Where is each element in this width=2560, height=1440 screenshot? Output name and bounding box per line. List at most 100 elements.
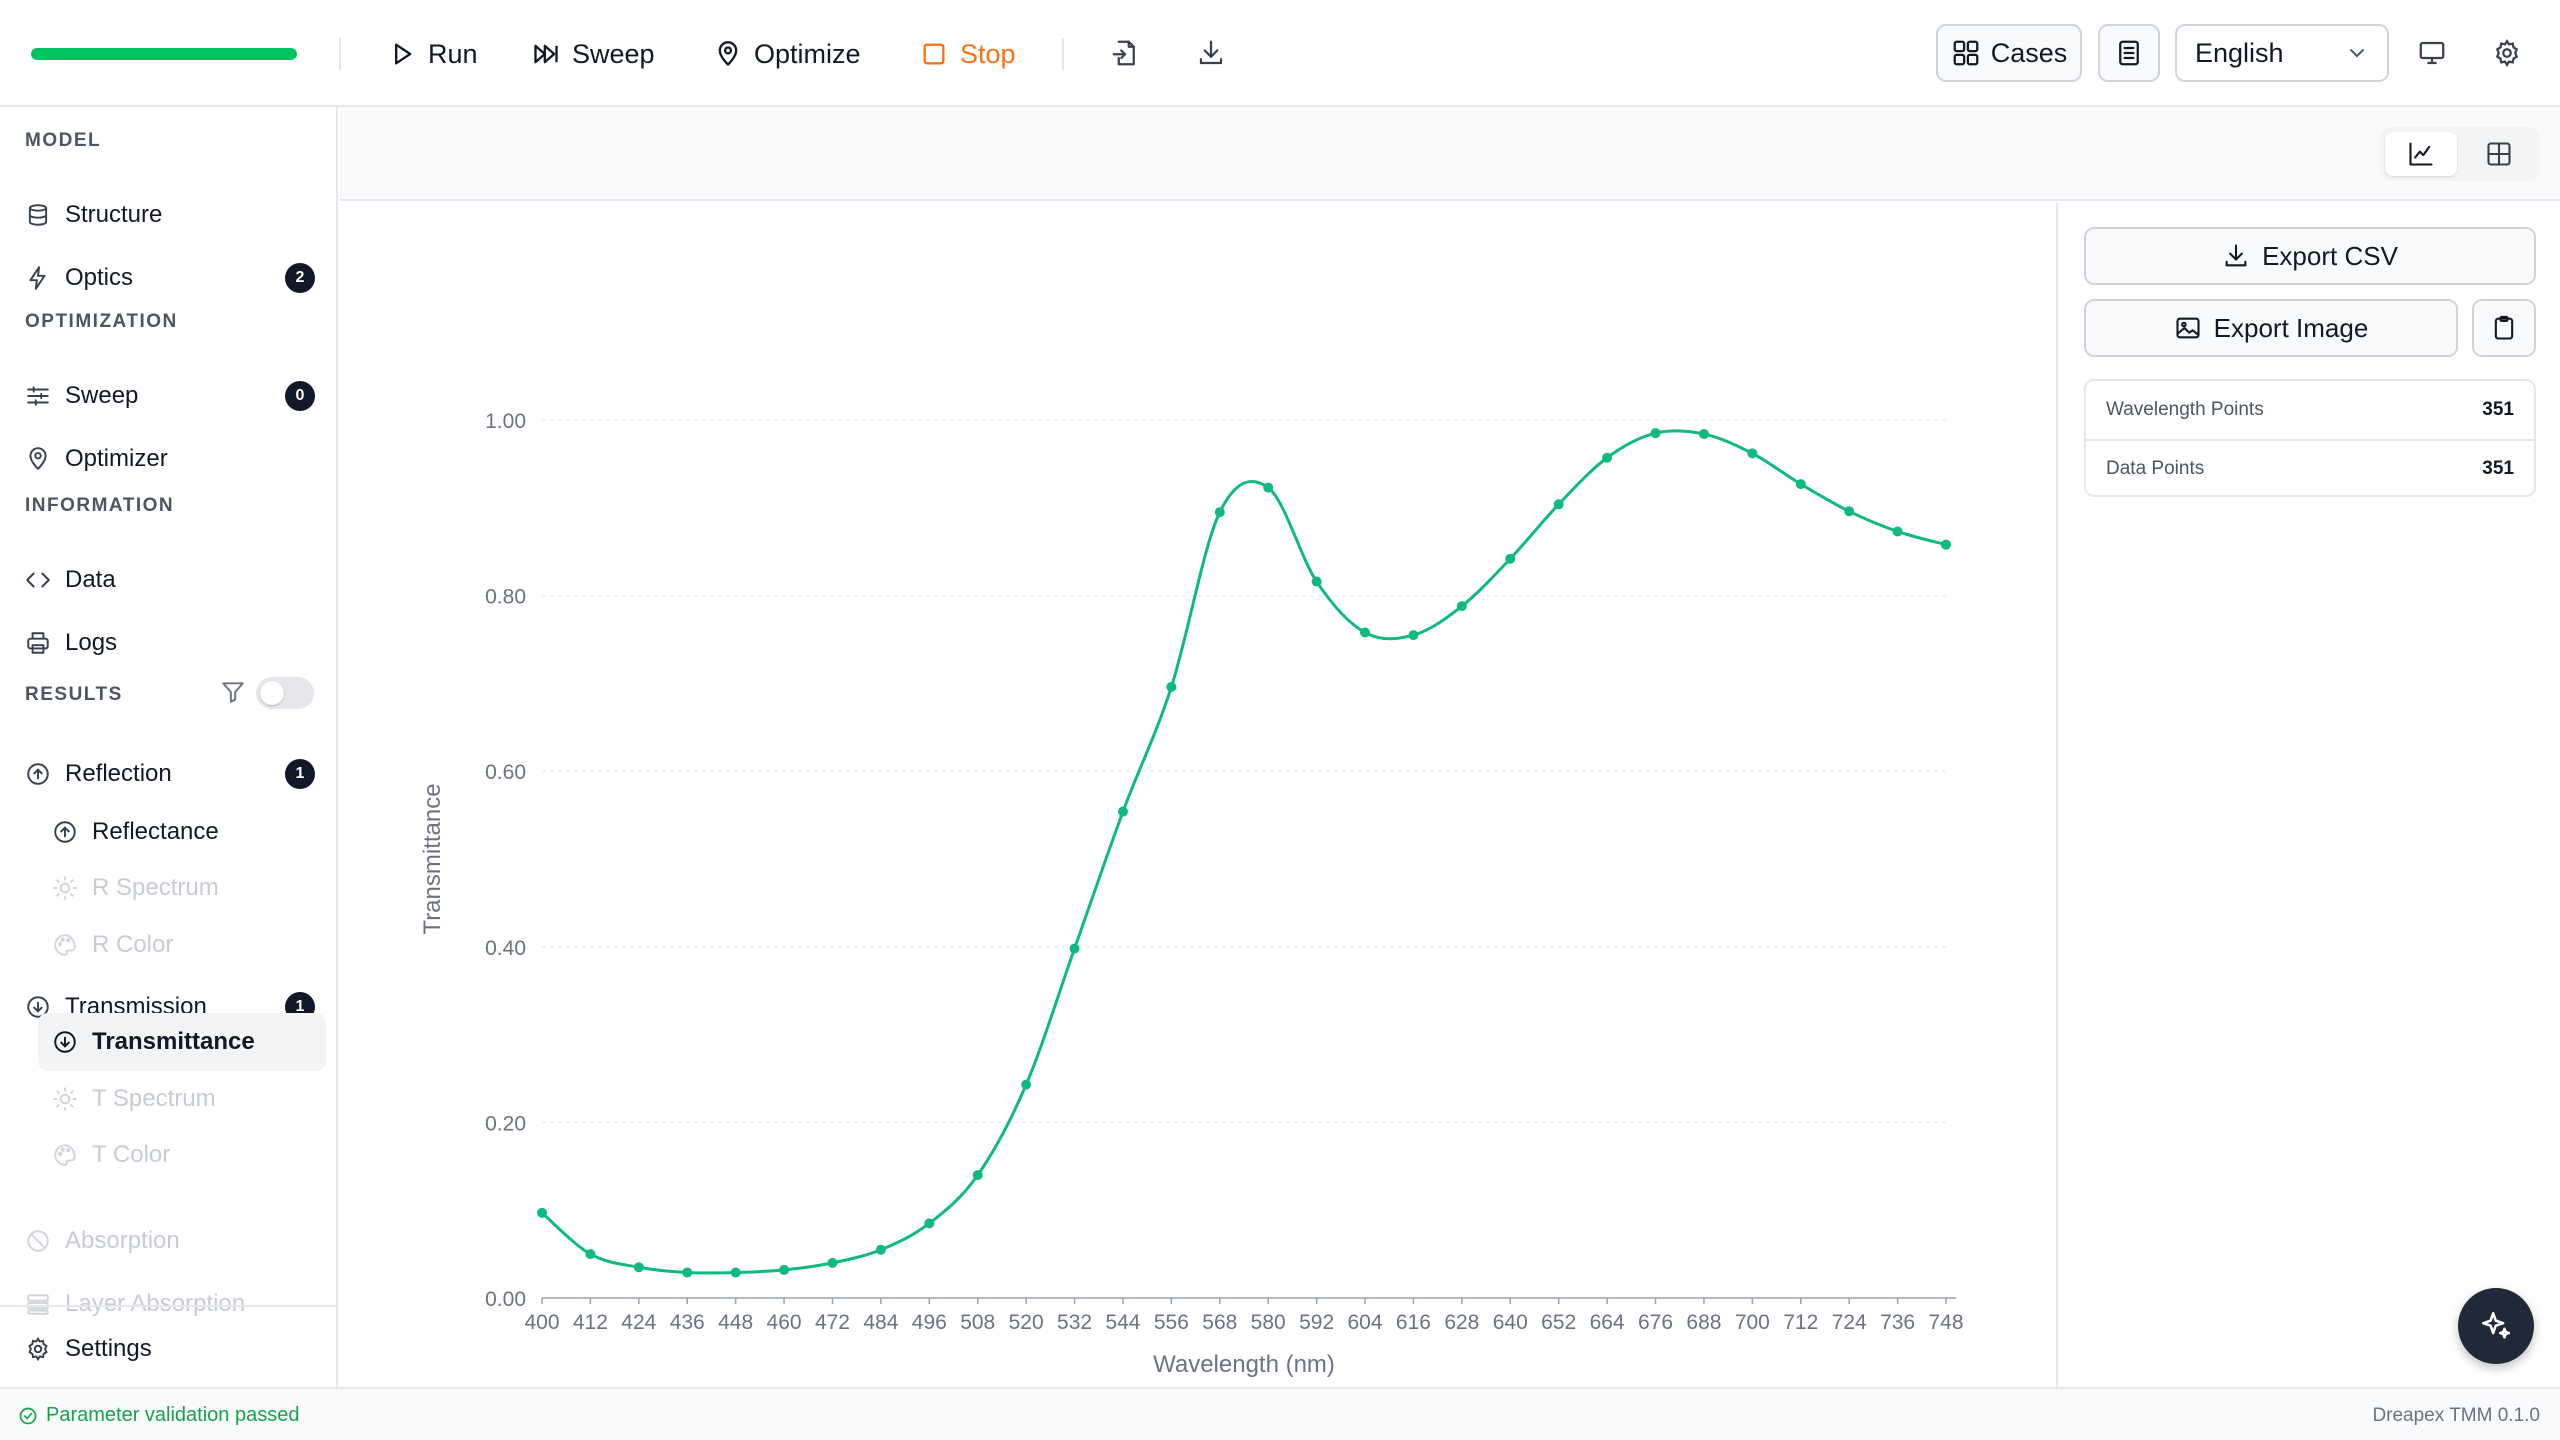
run-label: Run: [428, 38, 478, 69]
export-image-button[interactable]: Export Image: [2084, 299, 2458, 357]
sidebar-item-settings[interactable]: Settings: [25, 1327, 315, 1371]
x-tick-label: 640: [1493, 1311, 1528, 1334]
data-point[interactable]: [875, 1244, 886, 1255]
x-tick-label: 556: [1154, 1311, 1189, 1334]
data-point[interactable]: [1844, 506, 1855, 517]
palette-icon: [54, 934, 76, 956]
data-point[interactable]: [1408, 630, 1419, 641]
ai-assistant-button[interactable]: [2458, 1288, 2534, 1364]
gear-icon: [28, 1336, 48, 1362]
data-point[interactable]: [1553, 499, 1564, 510]
display-button[interactable]: [2415, 36, 2449, 70]
data-point[interactable]: [972, 1170, 983, 1181]
ban-icon: [27, 1230, 49, 1252]
optimize-button[interactable]: Optimize: [714, 30, 861, 78]
sidebar-item-logs[interactable]: Logs: [25, 621, 315, 665]
data-point[interactable]: [779, 1264, 790, 1275]
sliders-icon: [27, 386, 49, 406]
data-point[interactable]: [730, 1267, 741, 1278]
sidebar-item-structure[interactable]: Structure: [25, 193, 315, 237]
data-point[interactable]: [827, 1257, 838, 1268]
sidebar-item-optimizer[interactable]: Optimizer: [25, 437, 315, 481]
sidebar-item-r-color[interactable]: R Color: [38, 916, 326, 974]
sidebar-item-absorption[interactable]: Absorption: [25, 1219, 315, 1263]
language-select[interactable]: English: [2175, 24, 2389, 82]
copy-clipboard-button[interactable]: [2472, 299, 2536, 357]
data-point[interactable]: [1747, 448, 1758, 459]
top-toolbar: Run Sweep Optimize Stop Cases English: [0, 0, 2560, 107]
export-image-label: Export Image: [2213, 312, 2369, 343]
data-point[interactable]: [1602, 452, 1613, 463]
download-button[interactable]: [1194, 36, 1228, 70]
x-tick-label: 496: [912, 1311, 947, 1334]
sidebar-item-label: Data: [65, 566, 116, 593]
data-point[interactable]: [1892, 526, 1903, 537]
sidebar-item-data[interactable]: Data: [25, 558, 315, 602]
progress-fill: [31, 48, 297, 60]
count-badge: 1: [285, 759, 315, 789]
filter-icon[interactable]: [220, 679, 246, 705]
sidebar-item-transmittance[interactable]: Transmittance: [38, 1013, 326, 1071]
sidebar-item-optics[interactable]: Optics 2: [25, 256, 315, 300]
data-point[interactable]: [1505, 553, 1516, 564]
sweep-label: Sweep: [572, 38, 655, 69]
data-point[interactable]: [1263, 482, 1274, 493]
clipboard-icon: [2494, 315, 2514, 340]
data-point[interactable]: [1795, 479, 1806, 490]
x-tick-label: 424: [621, 1311, 656, 1334]
data-point[interactable]: [1117, 806, 1128, 817]
export-csv-button[interactable]: Export CSV: [2084, 227, 2536, 285]
x-tick-label: 712: [1783, 1311, 1818, 1334]
data-point[interactable]: [1166, 681, 1177, 692]
run-button[interactable]: Run: [388, 30, 478, 78]
sidebar-item-label: T Spectrum: [92, 1085, 216, 1112]
sidebar-item-t-spectrum[interactable]: T Spectrum: [38, 1070, 326, 1128]
data-point[interactable]: [924, 1218, 935, 1229]
data-point[interactable]: [585, 1249, 596, 1260]
sun-icon: [53, 1087, 77, 1111]
sidebar-item-label: R Color: [92, 931, 174, 958]
data-point[interactable]: [1360, 627, 1371, 638]
validation-status: Parameter validation passed: [18, 1404, 299, 1427]
sidebar-item-layer-absorption[interactable]: Layer Absorption: [25, 1282, 315, 1326]
y-tick-label: 1.00: [485, 410, 526, 433]
sidebar-item-label: Optics: [65, 264, 134, 291]
stop-button[interactable]: Stop: [920, 30, 1016, 78]
x-tick-label: 460: [767, 1311, 802, 1334]
sidebar-item-t-color[interactable]: T Color: [38, 1126, 326, 1184]
transmittance-chart[interactable]: 0.00 0.20 0.40 0.60 0.80 1.00 400 412 424 436 448…: [340, 203, 2056, 1440]
import-button[interactable]: [1108, 36, 1142, 70]
validation-message: Parameter validation passed: [46, 1404, 300, 1426]
data-point[interactable]: [1069, 943, 1080, 954]
sidebar-item-sweep[interactable]: Sweep 0: [25, 374, 315, 418]
sweep-button[interactable]: Sweep: [532, 30, 655, 78]
sidebar-item-reflection[interactable]: Reflection 1: [25, 752, 315, 796]
arrow-up-circle-icon: [54, 821, 76, 843]
sidebar-item-reflectance[interactable]: Reflectance: [38, 803, 326, 861]
data-point[interactable]: [633, 1262, 644, 1273]
data-point[interactable]: [1698, 429, 1709, 440]
notes-button[interactable]: [2098, 24, 2160, 82]
notes-icon: [2119, 40, 2139, 66]
x-tick-label: 592: [1299, 1311, 1334, 1334]
data-point[interactable]: [537, 1207, 547, 1218]
data-point[interactable]: [1214, 507, 1225, 518]
cases-button[interactable]: Cases: [1936, 24, 2082, 82]
chart-area: 0.00 0.20 0.40 0.60 0.80 1.00 400 412 424 436 448…: [340, 203, 2056, 1440]
data-point[interactable]: [1456, 601, 1467, 612]
sidebar-item-r-spectrum[interactable]: R Spectrum: [38, 859, 326, 917]
data-point[interactable]: [1021, 1079, 1032, 1090]
cases-label: Cases: [1990, 37, 2068, 68]
results-filter-toggle[interactable]: [256, 677, 314, 709]
stat-row-wavelength-points: Wavelength Points 351: [2086, 381, 2534, 439]
data-point[interactable]: [682, 1267, 693, 1278]
chart-view-button[interactable]: [2385, 132, 2457, 176]
settings-button[interactable]: [2490, 36, 2524, 70]
data-point[interactable]: [1311, 576, 1322, 587]
table-view-button[interactable]: [2463, 132, 2535, 176]
data-point[interactable]: [1650, 428, 1661, 439]
stop-label: Stop: [960, 38, 1016, 69]
data-point[interactable]: [1941, 539, 1951, 550]
sidebar-item-label: Settings: [65, 1335, 152, 1362]
x-tick-label: 652: [1541, 1311, 1576, 1334]
